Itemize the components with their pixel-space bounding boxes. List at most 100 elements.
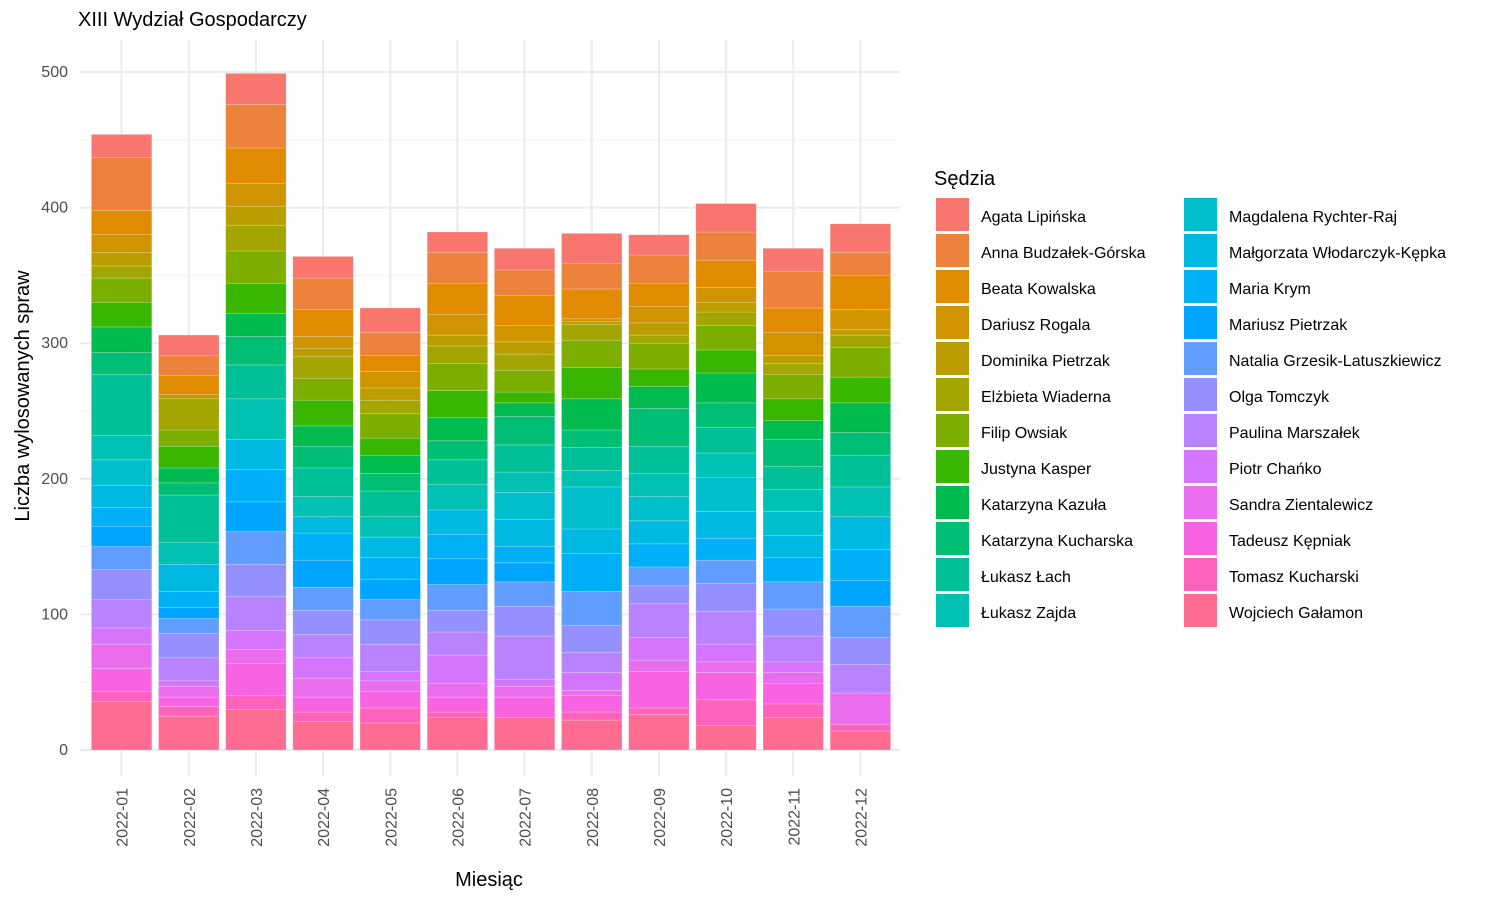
bar-segment <box>91 326 153 353</box>
bar-segment <box>695 582 757 612</box>
bar-segment <box>494 370 556 393</box>
bar-segment <box>292 399 354 427</box>
bar-segment <box>225 469 287 503</box>
bar-segment <box>158 607 220 619</box>
bar-segment <box>426 345 488 364</box>
bar-segment <box>829 692 891 725</box>
legend-items: Agata Lipińska Anna Budzałek-Górska Beata … <box>936 198 1446 627</box>
legend-item: Olga Tomczyk <box>1184 378 1330 411</box>
x-tick-label: 2022-03 <box>249 788 266 847</box>
bar-segment <box>695 311 757 326</box>
bar-segment <box>292 256 354 279</box>
x-tick-label: 2022-09 <box>652 788 669 847</box>
bar-segment <box>91 352 153 375</box>
bar-segment <box>762 511 824 537</box>
legend-item: Katarzyna Kucharska <box>936 522 1133 555</box>
legend-swatch <box>1184 414 1217 447</box>
bar-segment <box>695 372 757 404</box>
bar-segment <box>158 563 220 592</box>
bar-segment <box>359 578 421 600</box>
bar-segment <box>292 348 354 358</box>
bar-segment <box>829 516 891 550</box>
legend-label: Małgorzata Włodarczyk-Kępka <box>1229 245 1446 262</box>
legend-swatch <box>936 234 969 267</box>
bar-segment <box>762 271 824 309</box>
legend-swatch <box>936 306 969 339</box>
bar-segment <box>91 506 153 527</box>
bar-segment <box>628 603 690 638</box>
bar-segment <box>292 610 354 636</box>
bar-segment <box>762 703 824 718</box>
bar-segment <box>695 452 757 478</box>
bar-segment <box>225 336 287 366</box>
bar-segment <box>292 496 354 518</box>
legend-item: Tomasz Kucharski <box>1184 558 1359 591</box>
bar-segment <box>494 269 556 297</box>
bar-segment <box>829 723 891 732</box>
bar-segment <box>494 341 556 355</box>
x-tick-label: 2022-05 <box>383 788 400 847</box>
bar-segment <box>628 585 690 604</box>
bar-segment <box>158 591 220 608</box>
bar-segment <box>561 447 623 471</box>
bar-segment <box>695 511 757 539</box>
bar-segment <box>762 466 824 490</box>
bar-segment <box>359 691 421 709</box>
legend-label: Mariusz Pietrzak <box>1229 317 1348 334</box>
y-tick-label: 200 <box>41 471 68 488</box>
bar-segment <box>695 559 757 584</box>
legend-label: Natalia Grzesik-Latuszkiewicz <box>1229 353 1442 370</box>
bar-segment <box>695 611 757 645</box>
legend-swatch <box>936 414 969 447</box>
bar-segment <box>91 627 153 645</box>
x-axis-label: Miesiąc <box>455 869 523 891</box>
y-axis-ticks: 0 100 200 300 400 500 <box>41 64 68 759</box>
bar-segment <box>494 519 556 547</box>
legend-swatch <box>1184 450 1217 483</box>
y-tick-label: 400 <box>41 200 68 217</box>
bar-segment <box>359 399 421 415</box>
bar-segment <box>292 336 354 349</box>
bar-segment <box>91 265 153 279</box>
bar-segment <box>494 416 556 446</box>
x-tick-label: 2022-01 <box>115 788 132 847</box>
legend-item: Sandra Zientalewicz <box>1184 486 1373 519</box>
bar-segment <box>359 371 421 389</box>
legend-swatch <box>936 342 969 375</box>
bar-segment <box>426 558 488 585</box>
bar-segment <box>359 722 421 751</box>
bar-segment <box>225 250 287 284</box>
bar-segment <box>695 349 757 374</box>
bar-segment <box>628 334 690 344</box>
bar-segment <box>561 262 623 290</box>
legend-item: Beata Kowalska <box>936 270 1096 303</box>
bar-segment <box>628 407 690 447</box>
bar-segment <box>829 308 891 330</box>
bar-segment <box>628 306 690 324</box>
bar-segment <box>494 546 556 564</box>
bars <box>91 73 891 751</box>
bar-segment <box>359 455 421 474</box>
bar-segment <box>829 637 891 665</box>
legend-item: Paulina Marszałek <box>1184 414 1361 447</box>
bar-segment <box>225 182 287 207</box>
bar-segment <box>359 599 421 621</box>
legend-swatch <box>1184 342 1217 375</box>
bar-segment <box>829 455 891 488</box>
bar-segment <box>292 677 354 698</box>
legend-label: Tadeusz Kępniak <box>1229 533 1352 550</box>
bar-segment <box>292 559 354 588</box>
bar-segment <box>695 325 757 351</box>
bar-segment <box>359 490 421 518</box>
bar-segment <box>426 534 488 560</box>
bar-segment <box>292 356 354 379</box>
legend-swatch <box>936 558 969 591</box>
bar-segment <box>561 340 623 368</box>
legend-label: Katarzyna Kazuła <box>981 497 1107 514</box>
bar-segment <box>426 283 488 316</box>
bar-segment <box>158 467 220 484</box>
legend-label: Justyna Kasper <box>981 461 1092 478</box>
bar-segment <box>91 525 153 547</box>
legend-item: Łukasz Zajda <box>936 594 1076 627</box>
